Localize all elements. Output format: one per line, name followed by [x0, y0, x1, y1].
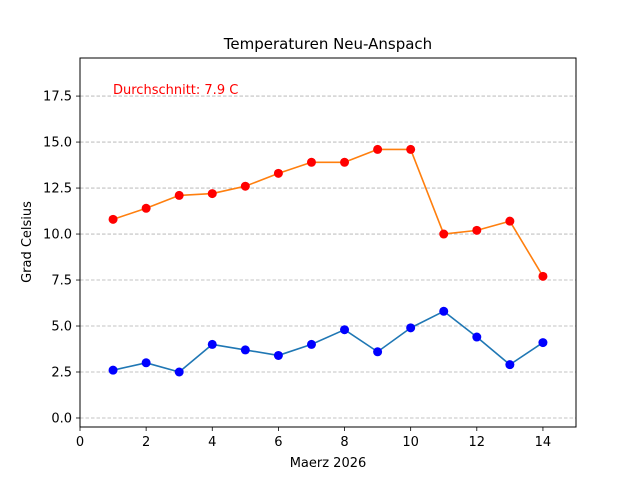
data-point-min	[174, 367, 184, 377]
data-point-max	[538, 271, 548, 281]
x-tick-label: 10	[402, 435, 419, 450]
y-tick-label: 17.5	[43, 90, 72, 105]
x-axis-ticks: 0 2 4 6 8 10 12 14	[76, 427, 551, 450]
data-point-min	[306, 339, 316, 349]
data-point-min	[207, 339, 217, 349]
x-tick-label: 2	[142, 435, 150, 450]
y-axis-ticks: 0.0 2.5 5.0 7.5 10.0 12.5 15.0 17.5	[43, 90, 80, 426]
data-point-min	[108, 365, 118, 375]
data-point-max	[207, 189, 217, 199]
data-point-max	[108, 214, 118, 224]
y-tick-label: 5.0	[51, 320, 72, 335]
y-tick-label: 10.0	[43, 228, 72, 243]
data-point-min	[240, 345, 250, 355]
data-point-max	[141, 203, 151, 213]
data-point-min	[373, 347, 383, 357]
average-annotation: Durchschnitt: 7.9 C	[113, 83, 238, 98]
data-point-max	[306, 157, 316, 167]
y-tick-label: 7.5	[51, 274, 72, 289]
y-tick-label: 15.0	[43, 136, 72, 151]
data-point-max	[406, 144, 416, 154]
data-point-min	[340, 325, 350, 335]
x-axis-label: Maerz 2026	[290, 456, 367, 471]
data-point-min	[273, 350, 283, 360]
x-tick-label: 14	[535, 435, 552, 450]
data-point-max	[373, 144, 383, 154]
x-tick-label: 12	[469, 435, 486, 450]
data-point-max	[340, 157, 350, 167]
chart-title: Temperaturen Neu-Anspach	[223, 35, 432, 53]
series-line-min	[112, 310, 544, 373]
series-max	[108, 144, 548, 281]
data-point-min	[538, 338, 548, 348]
data-point-min	[472, 332, 482, 342]
data-point-max	[174, 190, 184, 200]
data-point-max	[273, 168, 283, 178]
y-tick-label: 0.0	[51, 411, 72, 426]
y-tick-label: 12.5	[43, 182, 72, 197]
x-tick-label: 8	[340, 435, 348, 450]
y-tick-label: 2.5	[51, 365, 72, 380]
data-point-max	[505, 216, 515, 226]
x-tick-label: 0	[76, 435, 84, 450]
series-line-max	[112, 148, 544, 277]
x-tick-label: 4	[208, 435, 216, 450]
data-point-max	[240, 181, 250, 191]
data-point-min	[406, 323, 416, 333]
data-point-min	[439, 306, 449, 316]
x-tick-label: 6	[274, 435, 282, 450]
data-point-min	[505, 360, 515, 370]
data-point-max	[439, 229, 449, 239]
grid-lines	[80, 95, 576, 419]
series-min	[108, 306, 548, 377]
data-point-max	[472, 225, 482, 235]
series-layer	[108, 144, 548, 377]
data-point-min	[141, 358, 151, 368]
plot-frame	[79, 57, 577, 428]
y-axis-label: Grad Celsius	[20, 201, 35, 283]
